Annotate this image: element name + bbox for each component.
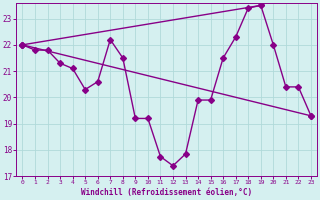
X-axis label: Windchill (Refroidissement éolien,°C): Windchill (Refroidissement éolien,°C) [81, 188, 252, 197]
